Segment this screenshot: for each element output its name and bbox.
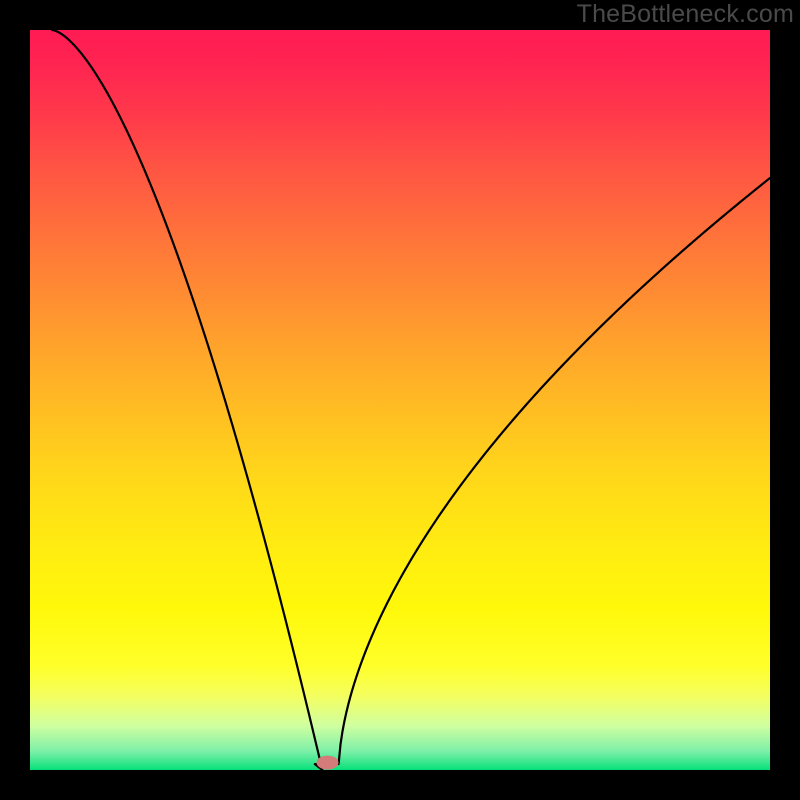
plot-background: [30, 30, 770, 770]
watermark-text: TheBottleneck.com: [577, 0, 794, 29]
minimum-marker: [316, 756, 338, 770]
chart-stage: TheBottleneck.com: [0, 0, 800, 800]
chart-svg: [0, 0, 800, 800]
